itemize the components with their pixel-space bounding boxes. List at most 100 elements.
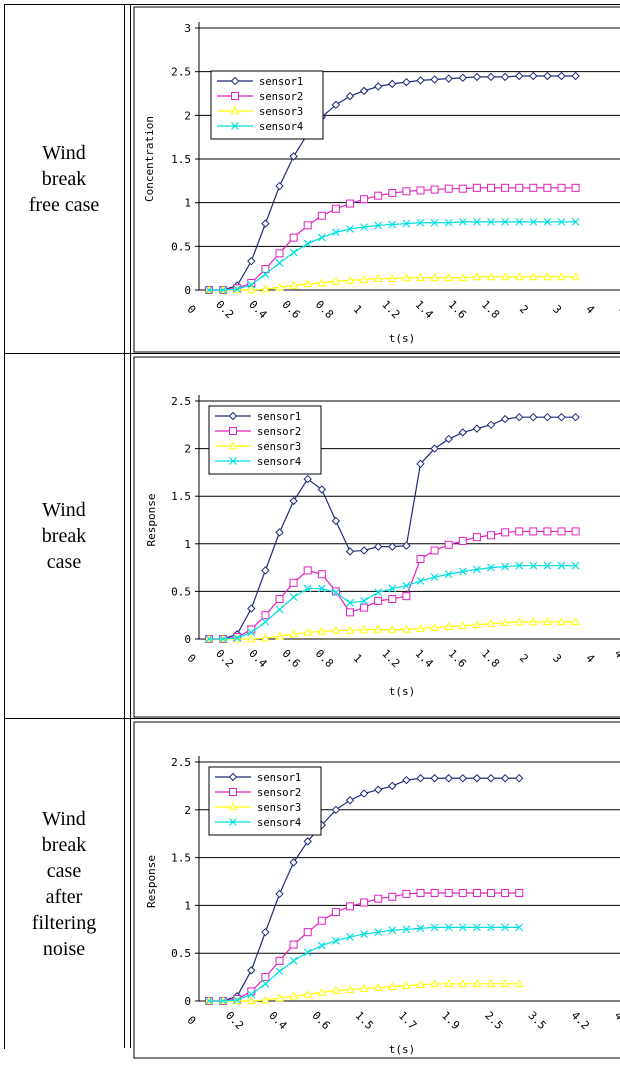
chart-frame xyxy=(133,721,620,1059)
data-point xyxy=(247,990,256,999)
data-point xyxy=(359,546,369,555)
legend-marker xyxy=(231,122,239,130)
data-point xyxy=(331,276,341,285)
data-point xyxy=(528,617,538,626)
data-point xyxy=(360,195,369,204)
data-point xyxy=(247,256,256,266)
x-tick-label: 1.2 xyxy=(379,647,402,670)
data-point xyxy=(487,923,495,932)
data-point xyxy=(472,183,481,192)
line-chart: 0 0.5 1 1.5 2 2.5 3 0 0.2 0.4 0.6 0.8 1 1.2 1.4 1.6 1.8 2… xyxy=(133,6,620,353)
chart-frame xyxy=(133,6,620,353)
legend: sensor1 sensor2 sensor3 sensor4 xyxy=(208,766,322,836)
row-label-cell: Wind break free case xyxy=(4,4,125,353)
series-sensor4 xyxy=(205,561,580,643)
x-tick-label: 2.5 xyxy=(482,1009,505,1032)
data-point xyxy=(543,561,552,570)
y-tick-label: 1.5 xyxy=(171,153,191,166)
data-point xyxy=(557,561,566,570)
data-point xyxy=(500,72,510,82)
data-point xyxy=(346,608,354,617)
data-point xyxy=(317,584,326,593)
data-point xyxy=(486,272,496,281)
x-tick-label: 0.6 xyxy=(309,1009,332,1032)
data-point xyxy=(275,889,284,899)
y-tick-label: 2 xyxy=(184,804,191,817)
data-point xyxy=(374,894,383,903)
data-point xyxy=(360,930,369,939)
data-point xyxy=(331,625,341,634)
data-point xyxy=(416,774,425,783)
data-point xyxy=(373,983,383,991)
chart-cell: 0 0.5 1 1.5 2 2.5 0 0.2 0.4 0.6 1.5 1.7 1.9 2.5 3.5 4.2… xyxy=(130,719,620,1059)
data-point xyxy=(388,189,397,198)
data-point xyxy=(289,858,298,867)
legend-label: sensor1 xyxy=(257,772,301,784)
data-point xyxy=(472,620,482,629)
data-point xyxy=(275,181,284,191)
data-point xyxy=(472,979,482,988)
data-point xyxy=(430,185,439,194)
data-point xyxy=(416,924,425,933)
data-point xyxy=(486,979,496,988)
legend-box xyxy=(208,405,322,475)
chart-frame xyxy=(133,356,620,718)
y-tick-label: 0.5 xyxy=(171,240,191,253)
data-point xyxy=(402,925,411,934)
data-point xyxy=(416,273,425,282)
data-point xyxy=(289,281,298,289)
data-point xyxy=(289,940,298,949)
data-point xyxy=(529,183,538,192)
row-label-line: noise xyxy=(42,937,86,960)
data-point xyxy=(458,184,467,193)
series-sensor1 xyxy=(204,412,580,644)
legend-label: sensor3 xyxy=(257,802,301,814)
data-point xyxy=(416,218,425,227)
data-point xyxy=(261,270,270,279)
data-point xyxy=(486,72,496,82)
data-point xyxy=(289,991,298,1000)
data-point xyxy=(331,936,340,945)
data-point xyxy=(246,996,256,1005)
data-point xyxy=(444,74,453,83)
data-point xyxy=(317,916,326,925)
data-point xyxy=(472,424,482,433)
data-point xyxy=(261,265,270,274)
data-point xyxy=(275,249,284,258)
legend-box xyxy=(208,766,322,836)
data-point xyxy=(402,592,411,601)
data-point xyxy=(529,217,538,226)
data-point xyxy=(571,183,580,192)
data-point xyxy=(331,516,341,526)
data-point xyxy=(402,273,411,282)
legend-marker xyxy=(228,802,238,811)
data-point xyxy=(514,979,524,988)
legend-marker xyxy=(230,76,240,86)
data-point xyxy=(374,596,383,605)
row-label-line: Wind xyxy=(42,141,86,164)
x-tick-label: 1.4 xyxy=(412,647,436,671)
data-point xyxy=(472,888,481,897)
data-point xyxy=(303,584,312,593)
data-point xyxy=(543,617,552,626)
data-point xyxy=(444,774,453,783)
x-tick-label: 0 xyxy=(185,303,199,317)
data-point xyxy=(571,527,580,536)
data-point xyxy=(317,278,327,287)
data-point xyxy=(416,577,425,585)
y-tick-label: 0 xyxy=(184,995,191,1008)
data-point xyxy=(247,280,256,289)
x-axis-label: t(s) xyxy=(389,332,416,345)
x-tick-label: 3 xyxy=(550,652,564,666)
data-point xyxy=(416,555,425,564)
row-label-line: filtering xyxy=(31,911,97,934)
data-point xyxy=(331,908,340,917)
data-point xyxy=(514,412,524,422)
data-point xyxy=(444,434,453,444)
y-tick-label: 2.5 xyxy=(171,66,191,79)
data-point xyxy=(487,183,495,192)
data-point xyxy=(360,596,369,605)
data-point xyxy=(487,563,495,572)
data-point xyxy=(571,71,580,81)
